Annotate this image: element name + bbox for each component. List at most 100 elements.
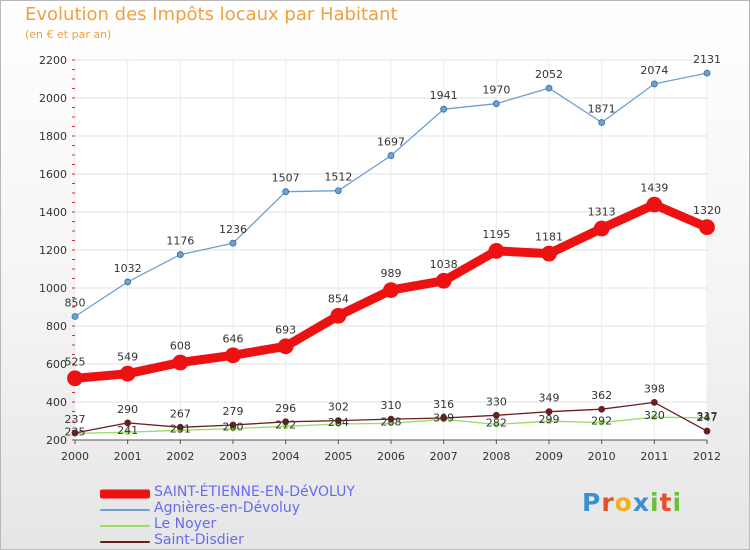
data-point bbox=[488, 243, 505, 259]
data-point bbox=[330, 307, 347, 324]
data-label: 288 bbox=[381, 415, 402, 428]
data-label: 282 bbox=[486, 416, 507, 429]
data-point bbox=[440, 105, 448, 113]
data-label: 1941 bbox=[430, 89, 458, 102]
data-label: 260 bbox=[223, 421, 244, 434]
data-label: 290 bbox=[117, 403, 138, 416]
data-label: 267 bbox=[170, 407, 191, 420]
y-tick-label: 1400 bbox=[39, 206, 67, 219]
data-label: 1970 bbox=[482, 84, 510, 97]
data-label: 1320 bbox=[693, 204, 721, 217]
x-tick-label: 2011 bbox=[640, 450, 668, 463]
data-point bbox=[383, 282, 399, 298]
data-label: 693 bbox=[275, 323, 296, 336]
data-label: 1512 bbox=[324, 171, 352, 184]
legend-swatch bbox=[100, 489, 150, 499]
y-tick-label: 400 bbox=[46, 396, 67, 409]
data-point bbox=[598, 119, 606, 126]
y-tick-label: 1200 bbox=[39, 244, 67, 257]
legend-label: Agnières-en-Dévoluy bbox=[154, 500, 301, 516]
data-label: 525 bbox=[65, 355, 86, 368]
data-point bbox=[650, 80, 658, 88]
data-label-layer: 525 549 608 646 693 854 989 1038 1195 1181 1313 143… bbox=[65, 53, 722, 438]
data-point bbox=[541, 245, 557, 262]
data-label: 272 bbox=[275, 418, 296, 431]
chart-title: Evolution des Impôts locaux par Habitant bbox=[25, 4, 398, 25]
data-point bbox=[229, 421, 237, 429]
data-label: 1697 bbox=[377, 136, 405, 149]
legend-swatch bbox=[100, 541, 150, 543]
data-label: 2074 bbox=[640, 64, 668, 77]
y-tick-label: 1600 bbox=[39, 168, 67, 181]
data-label: 320 bbox=[644, 409, 665, 422]
proxiti-logo: Proxiti bbox=[582, 488, 683, 517]
data-point bbox=[545, 408, 553, 416]
data-label: 398 bbox=[644, 382, 665, 395]
data-point bbox=[699, 219, 715, 236]
data-label: 1195 bbox=[482, 228, 510, 241]
data-label: 608 bbox=[170, 339, 191, 352]
x-tick-label: 2003 bbox=[219, 450, 247, 463]
grid-layer bbox=[74, 59, 708, 441]
data-point bbox=[598, 405, 606, 413]
data-point bbox=[282, 188, 290, 196]
data-point bbox=[176, 251, 184, 258]
y-tick-label: 2000 bbox=[39, 92, 67, 105]
data-point bbox=[334, 417, 342, 425]
data-label: 1439 bbox=[640, 182, 668, 195]
data-label: 1032 bbox=[114, 262, 142, 275]
data-point bbox=[277, 338, 294, 355]
data-label: 850 bbox=[65, 297, 86, 310]
data-label: 317 bbox=[697, 410, 718, 423]
x-tick-label: 2006 bbox=[377, 450, 405, 463]
chart-subtitle: (en € et par an) bbox=[25, 28, 112, 41]
data-point bbox=[282, 418, 290, 426]
data-label: 1313 bbox=[588, 206, 616, 219]
data-label: 309 bbox=[433, 411, 454, 424]
axis-layer: 200 400 600 800 1000 1200 1400 1600 1800 2000 2200… bbox=[39, 54, 721, 463]
x-tick-label: 2002 bbox=[166, 450, 194, 463]
data-label: 241 bbox=[117, 424, 138, 437]
data-label: 2131 bbox=[693, 53, 721, 66]
data-point bbox=[650, 398, 658, 406]
data-point bbox=[704, 414, 710, 421]
data-label: 1181 bbox=[535, 231, 563, 244]
data-point bbox=[492, 411, 500, 419]
data-point bbox=[225, 347, 241, 364]
legend-label: SAINT-ÉTIENNE-EN-DéVOLUY bbox=[154, 484, 355, 500]
data-label: 247 bbox=[697, 411, 718, 424]
data-point bbox=[176, 423, 184, 431]
data-label: 279 bbox=[223, 405, 244, 418]
data-label: 1236 bbox=[219, 223, 247, 236]
x-tick-label: 2004 bbox=[272, 450, 300, 463]
data-label: 299 bbox=[539, 413, 560, 426]
data-label: 1176 bbox=[166, 235, 194, 248]
data-label: 349 bbox=[539, 392, 560, 405]
data-label: 549 bbox=[117, 351, 138, 364]
data-point bbox=[493, 421, 500, 428]
y-tick-label: 800 bbox=[46, 320, 67, 333]
data-point bbox=[71, 429, 79, 437]
legend-swatch bbox=[100, 509, 150, 511]
x-tick-label: 2009 bbox=[535, 450, 563, 463]
data-label: 854 bbox=[328, 293, 349, 306]
data-point bbox=[334, 187, 342, 195]
legend-swatch bbox=[100, 525, 150, 527]
data-point bbox=[387, 152, 395, 159]
data-point bbox=[440, 414, 448, 422]
data-label: 235 bbox=[65, 425, 86, 438]
data-label: 989 bbox=[381, 267, 402, 280]
data-point bbox=[172, 354, 189, 371]
x-tick-label: 2005 bbox=[324, 450, 352, 463]
x-tick-label: 2000 bbox=[61, 450, 89, 463]
data-label: 316 bbox=[433, 398, 454, 411]
data-point bbox=[67, 370, 83, 387]
data-point bbox=[124, 429, 131, 436]
data-point bbox=[124, 278, 132, 286]
y-tick-label: 2200 bbox=[39, 54, 67, 67]
data-point bbox=[71, 313, 79, 320]
data-label: 251 bbox=[170, 422, 191, 435]
data-label: 1038 bbox=[430, 258, 458, 271]
data-label: 237 bbox=[65, 413, 86, 426]
data-point bbox=[545, 84, 553, 92]
